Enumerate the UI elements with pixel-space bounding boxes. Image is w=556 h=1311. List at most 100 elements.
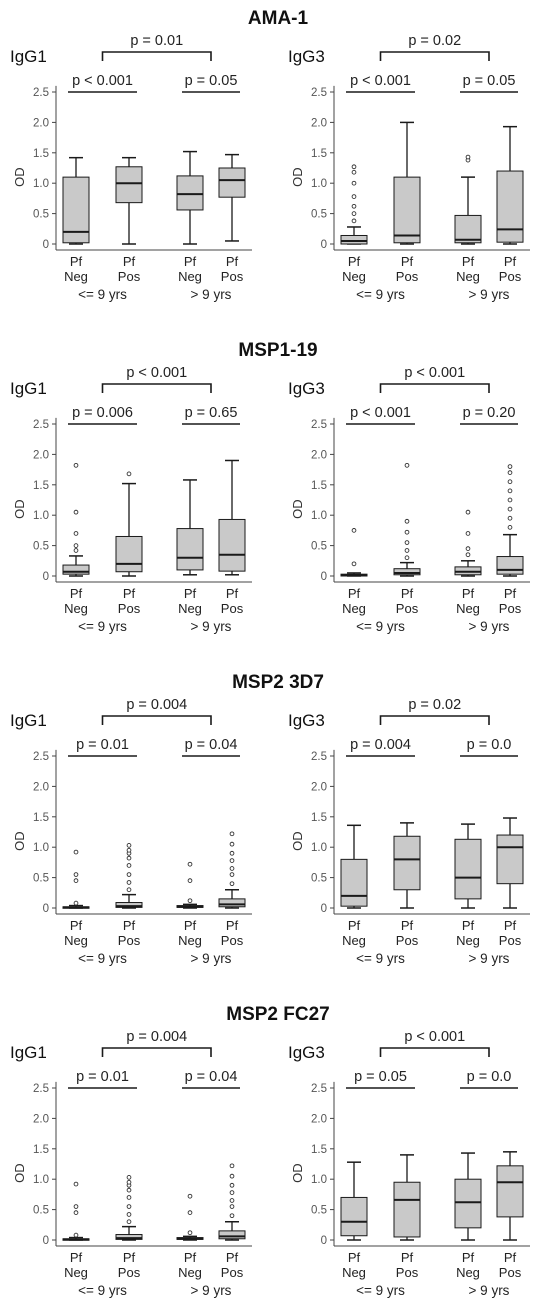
x-tick-label-status: Neg bbox=[64, 1265, 88, 1280]
p-value-top: p = 0.02 bbox=[408, 697, 461, 713]
y-tick-label: 1.0 bbox=[311, 178, 327, 190]
x-tick-label-group: Pf bbox=[348, 1250, 361, 1265]
outlier-point bbox=[229, 1163, 235, 1169]
y-tick-label: 0.5 bbox=[311, 873, 327, 885]
p-value-left: p = 0.006 bbox=[72, 405, 133, 421]
chart-section-4: MSP2 FC27 IgG1 p = 0.004 p = 0.01 p = 0.04 0 0… bbox=[10, 1004, 530, 1298]
iqr-box bbox=[218, 1230, 246, 1240]
p-value-left: p < 0.001 bbox=[72, 73, 133, 89]
x-tick-label-group: Pf bbox=[70, 1250, 83, 1265]
x-tick-label-status: Neg bbox=[64, 601, 88, 616]
iqr-box bbox=[393, 568, 421, 576]
panel-igg3: IgG3 p = 0.02 p < 0.001 p = 0.05 0 0.5 1.0 1.5 2… bbox=[288, 33, 530, 302]
x-tick-label-group: Pf bbox=[123, 254, 136, 269]
panel-label: IgG3 bbox=[288, 1043, 325, 1062]
outlier-point bbox=[507, 497, 513, 503]
y-axis-label: OD bbox=[290, 1163, 305, 1183]
p-value-top: p = 0.004 bbox=[126, 1029, 187, 1045]
outlier-point bbox=[351, 218, 357, 224]
age-group-label: <= 9 yrs bbox=[78, 619, 127, 634]
x-tick-label-status: Pos bbox=[499, 269, 522, 284]
outlier-point bbox=[187, 861, 193, 867]
y-axis-label: OD bbox=[290, 499, 305, 519]
y-tick-label: 0 bbox=[43, 1235, 49, 1247]
y-tick-label: 2.5 bbox=[311, 751, 327, 763]
outlier-point bbox=[229, 841, 235, 847]
outlier-point bbox=[126, 471, 132, 477]
y-tick-label: 1.5 bbox=[33, 812, 49, 824]
iqr-box bbox=[115, 166, 143, 204]
x-tick-label-group: Pf bbox=[226, 586, 239, 601]
x-tick-label-group: Pf bbox=[462, 1250, 475, 1265]
outlier-point bbox=[126, 863, 132, 868]
x-tick-label-group: Pf bbox=[226, 1250, 239, 1265]
p-value-left: p < 0.001 bbox=[350, 405, 411, 421]
outlier-point bbox=[404, 462, 410, 468]
y-tick-label: 0 bbox=[43, 903, 49, 915]
x-tick-label-group: Pf bbox=[226, 918, 239, 933]
y-tick-label: 0.5 bbox=[33, 209, 49, 221]
outlier-point bbox=[73, 878, 79, 883]
outlier-point bbox=[507, 506, 513, 512]
x-tick-label-group: Pf bbox=[226, 254, 239, 269]
outlier-point bbox=[187, 1210, 193, 1215]
y-tick-label: 1.0 bbox=[311, 842, 327, 854]
p-value-right: p = 0.65 bbox=[185, 405, 238, 421]
y-tick-label: 2.0 bbox=[33, 781, 49, 793]
iqr-box bbox=[454, 838, 482, 900]
outlier-point bbox=[404, 529, 410, 535]
y-tick-label: 0.5 bbox=[311, 541, 327, 553]
outlier-point bbox=[73, 531, 79, 536]
panel-igg1: IgG1 p = 0.01 p < 0.001 p = 0.05 0 0.5 1.0 1.5 2… bbox=[10, 33, 252, 302]
x-tick-label-status: Pos bbox=[396, 601, 419, 616]
y-tick-label: 2.5 bbox=[311, 87, 327, 99]
outlier-point bbox=[229, 1198, 235, 1203]
x-tick-label-group: Pf bbox=[504, 254, 517, 269]
outlier-point bbox=[187, 878, 193, 883]
age-group-label: > 9 yrs bbox=[469, 287, 510, 302]
chart-title: MSP1-19 bbox=[238, 340, 317, 361]
panel-label: IgG3 bbox=[288, 379, 325, 398]
panel-igg3: IgG3 p = 0.02 p = 0.004 p = 0.0 0 0.5 1.0 1.5 2.… bbox=[288, 697, 530, 966]
x-tick-label-group: Pf bbox=[184, 1250, 197, 1265]
outlier-point bbox=[73, 548, 79, 553]
outlier-point bbox=[126, 847, 132, 853]
age-group-label: > 9 yrs bbox=[191, 287, 232, 302]
x-tick-label-status: Pos bbox=[396, 933, 419, 948]
outlier-point bbox=[351, 528, 357, 533]
outlier-point bbox=[229, 872, 235, 877]
outlier-point bbox=[229, 831, 235, 837]
age-group-label: > 9 yrs bbox=[469, 1283, 510, 1298]
age-group-label: <= 9 yrs bbox=[78, 1283, 127, 1298]
y-tick-label: 1.5 bbox=[33, 480, 49, 492]
outlier-point bbox=[229, 866, 235, 871]
panel-label: IgG1 bbox=[10, 1043, 47, 1062]
y-tick-label: 2.5 bbox=[311, 1083, 327, 1095]
outlier-point bbox=[187, 1230, 193, 1236]
outlier-point bbox=[126, 855, 132, 861]
x-tick-label-status: Neg bbox=[178, 933, 202, 948]
comparison-bracket bbox=[379, 1047, 490, 1057]
outlier-point bbox=[126, 1204, 132, 1209]
x-tick-label-status: Neg bbox=[64, 269, 88, 284]
outlier-point bbox=[404, 555, 410, 561]
p-value-top: p = 0.004 bbox=[126, 697, 187, 713]
outlier-point bbox=[229, 881, 235, 887]
x-tick-label-group: Pf bbox=[184, 254, 197, 269]
outlier-point bbox=[507, 525, 513, 530]
p-value-left: p = 0.05 bbox=[354, 1069, 407, 1085]
iqr-box bbox=[115, 1234, 143, 1240]
y-tick-label: 2.5 bbox=[33, 87, 49, 99]
outlier-point bbox=[73, 543, 79, 548]
